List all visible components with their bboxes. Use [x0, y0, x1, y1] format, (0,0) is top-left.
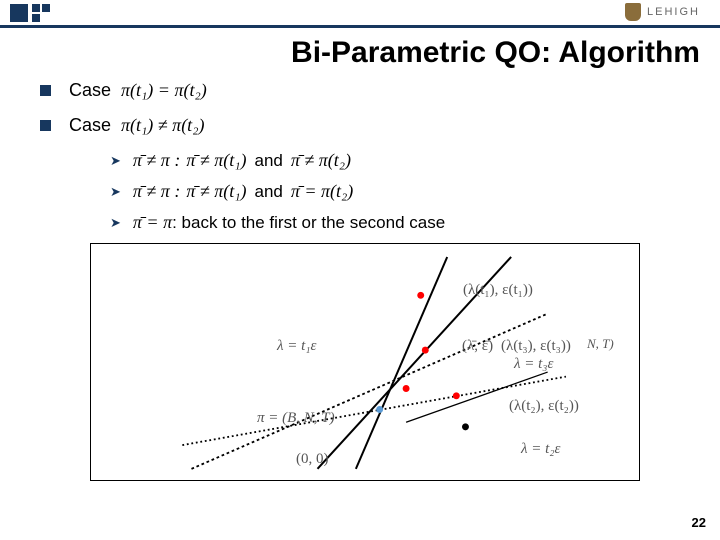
header-bar: LEHIGH	[0, 0, 720, 28]
case-label: Case	[69, 115, 111, 136]
label-lambda-t1: λ = t₁ε	[277, 338, 316, 355]
label-lt1e1: (λ(t₁), ε(t₁))	[463, 282, 533, 299]
bullet-icon	[40, 85, 51, 96]
subcase-text: : back to the first or the second case	[172, 213, 445, 233]
label-pi-bnt: π = (B, N, T)	[257, 410, 335, 427]
case-1-math: π(t₁) = π(t₂)	[121, 80, 207, 101]
subcase-math: π̄ ≠ π(t₂)	[291, 150, 351, 171]
institution-logo: LEHIGH	[625, 3, 700, 21]
label-lt3e3: (λ(t₃), ε(t₃))	[501, 338, 571, 355]
subcase-math: π̄ = π	[133, 212, 172, 233]
label-lambda-eps-bar: (λ̄, ε̄)	[462, 338, 493, 355]
sub-list: ➤ π̄ ≠ π : π̄ ≠ π(t₁) and π̄ ≠ π(t₂) ➤ π…	[110, 150, 690, 233]
page-number: 22	[692, 515, 706, 530]
subcase-math: π̄ ≠ π(t₁)	[186, 181, 246, 202]
subcase-1: ➤ π̄ ≠ π : π̄ ≠ π(t₁) and π̄ ≠ π(t₂)	[110, 150, 690, 171]
case-1: Case π(t₁) = π(t₂)	[40, 80, 690, 101]
shield-icon	[625, 3, 641, 21]
subcase-3: ➤ π̄ = π : back to the first or the seco…	[110, 212, 690, 233]
and-text: and	[255, 182, 283, 202]
subcase-2: ➤ π̄ ≠ π : π̄ ≠ π(t₁) and π̄ = π(t₂)	[110, 181, 690, 202]
square-icon	[42, 4, 50, 12]
label-lt2e2: (λ(t₂), ε(t₂))	[509, 398, 579, 415]
bullet-icon	[40, 120, 51, 131]
case-label: Case	[69, 80, 111, 101]
decorative-squares	[10, 4, 50, 22]
arrow-icon: ➤	[110, 153, 121, 169]
square-icon	[10, 4, 28, 22]
content-area: Case π(t₁) = π(t₂) Case π(t₁) ≠ π(t₂) ➤ …	[0, 80, 720, 481]
subcase-math: π̄ ≠ π :	[133, 150, 180, 171]
arrow-icon: ➤	[110, 184, 121, 200]
square-icon	[32, 4, 40, 12]
and-text: and	[255, 151, 283, 171]
arrow-icon: ➤	[110, 215, 121, 231]
subcase-math: π̄ ≠ π(t₁)	[186, 150, 246, 171]
label-NT: N, T)	[587, 336, 614, 352]
label-origin: (0, 0)	[296, 451, 329, 468]
institution-name: LEHIGH	[647, 6, 700, 18]
subcase-math: π̄ = π(t₂)	[291, 181, 353, 202]
slide-title: Bi-Parametric QO: Algorithm	[0, 28, 720, 80]
case-2-math: π(t₁) ≠ π(t₂)	[121, 115, 204, 136]
diagram: λ = t₁ε π = (B, N, T) (0, 0) (λ̄, ε̄) (λ…	[90, 243, 640, 481]
square-icon	[32, 14, 40, 22]
label-lambda-t2: λ = t₂ε	[521, 441, 560, 458]
subcase-math: π̄ ≠ π :	[133, 181, 180, 202]
case-2: Case π(t₁) ≠ π(t₂)	[40, 115, 690, 136]
label-lambda-t3: λ = t₃ε	[514, 356, 553, 373]
